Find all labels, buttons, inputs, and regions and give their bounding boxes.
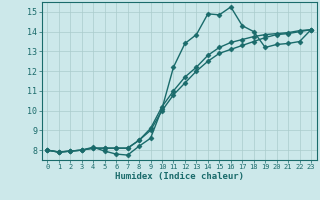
X-axis label: Humidex (Indice chaleur): Humidex (Indice chaleur) bbox=[115, 172, 244, 181]
